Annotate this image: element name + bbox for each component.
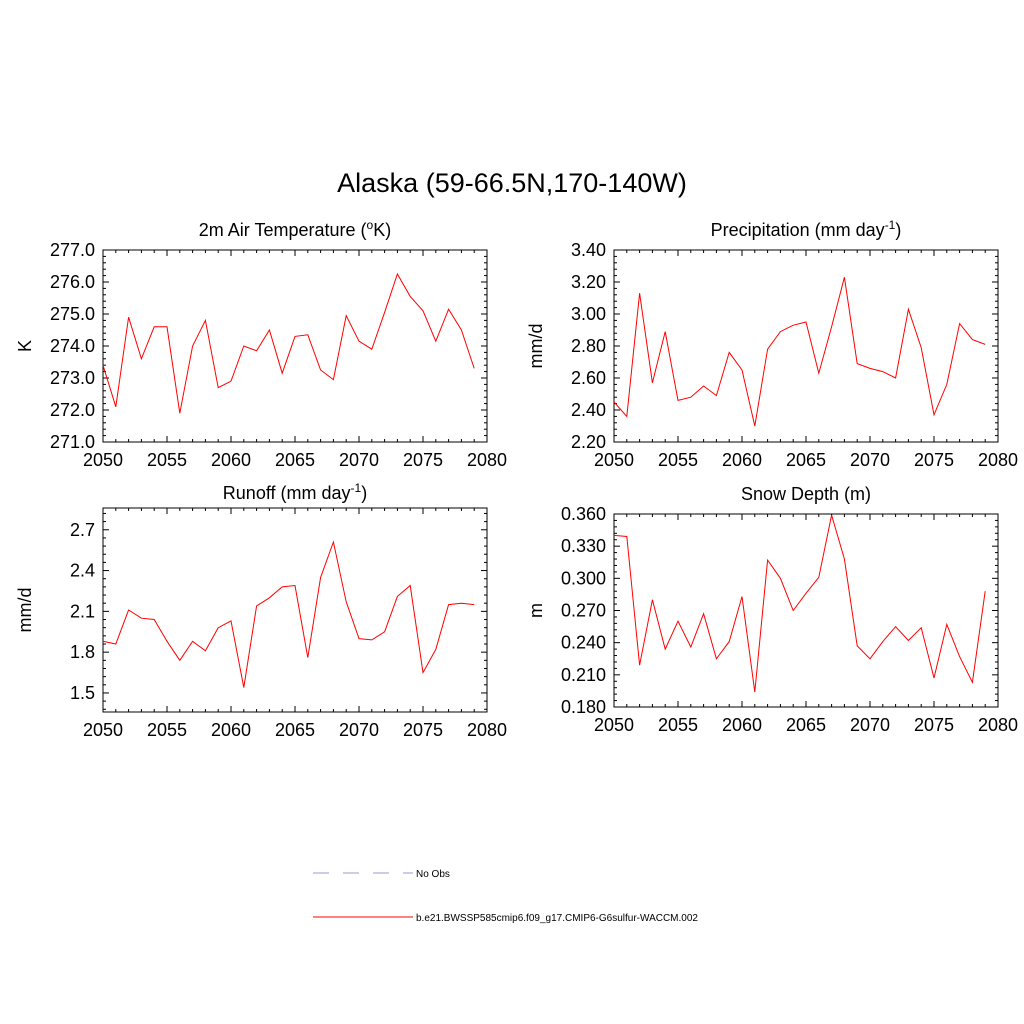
y-tick-label: 0.270 — [561, 601, 606, 621]
panel-title-tail: ) — [895, 220, 901, 240]
panel-title: Snow Depth (m) — [741, 484, 871, 504]
y-tick-label: 273.0 — [50, 368, 95, 388]
legend-label-model: b.e21.BWSSP585cmip6.f09_g17.CMIP6-G6sulf… — [416, 913, 698, 924]
panel-title: 2m Air Temperature (oK) — [199, 218, 391, 240]
y-tick-label: 277.0 — [50, 240, 95, 260]
panel-title-tail: ) — [361, 483, 367, 503]
y-tick-label: 3.20 — [571, 272, 606, 292]
x-tick-label: 2080 — [467, 450, 507, 470]
panel-title: Precipitation (mm day-1) — [711, 218, 902, 240]
panel-title-superscript: o — [367, 218, 374, 232]
x-tick-label: 2065 — [275, 720, 315, 740]
y-tick-label: 0.210 — [561, 665, 606, 685]
y-tick-label: 3.00 — [571, 304, 606, 324]
plot-frame — [102, 249, 488, 443]
x-tick-label: 2055 — [147, 720, 187, 740]
y-tick-label: 0.330 — [561, 536, 606, 556]
x-tick-label: 2055 — [658, 715, 698, 735]
plot-frame — [613, 513, 999, 708]
y-tick-label: 1.5 — [70, 683, 95, 703]
y-tick-label: 3.40 — [571, 240, 606, 260]
y-tick-label: 2.20 — [571, 432, 606, 452]
panel-title-tail: K) — [373, 220, 391, 240]
panel-air-temperature: 2m Air Temperature (oK) 2050 2055 2060 2065 2… — [15, 218, 507, 470]
series-line — [613, 277, 986, 427]
plot-frame — [613, 249, 999, 443]
x-tick-label: 2060 — [211, 720, 251, 740]
panel-precipitation: Precipitation (mm day-1) 2050 2055 2060 2065… — [526, 218, 1018, 470]
x-tick-label: 2070 — [339, 450, 379, 470]
x-tick-label: 2075 — [403, 450, 443, 470]
y-tick-label: 276.0 — [50, 272, 95, 292]
y-tick-label: 0.180 — [561, 697, 606, 717]
x-tick-label: 2060 — [722, 715, 762, 735]
x-tick-label: 2050 — [594, 715, 634, 735]
x-tick-label: 2080 — [978, 715, 1018, 735]
y-tick-label: 2.40 — [571, 400, 606, 420]
x-tick-label: 2050 — [83, 720, 123, 740]
y-tick-label: 275.0 — [50, 304, 95, 324]
panel-title-superscript: -1 — [885, 218, 896, 232]
x-tick-label: 2055 — [147, 450, 187, 470]
x-tick-label: 2050 — [83, 450, 123, 470]
panel-snow-depth: Snow Depth (m) 2050 2055 2060 2065 2070 2075 20… — [526, 484, 1018, 735]
x-tick-label: 2075 — [914, 715, 954, 735]
x-tick-label: 2075 — [403, 720, 443, 740]
y-tick-label: 0.360 — [561, 504, 606, 524]
series-line — [102, 272, 475, 414]
figure-title: Alaska (59-66.5N,170-140W) — [337, 168, 687, 198]
y-tick-label: 2.7 — [70, 520, 95, 540]
y-tick-label: 0.300 — [561, 568, 606, 588]
x-tick-label: 2055 — [658, 450, 698, 470]
plot-frame — [102, 507, 488, 713]
x-tick-label: 2070 — [339, 720, 379, 740]
panel-runoff: Runoff (mm day-1) 2050 2055 2060 2065 2070 207… — [15, 481, 507, 740]
x-tick-label: 2050 — [594, 450, 634, 470]
panel-title-text: Precipitation (mm day — [711, 220, 885, 240]
panel-title-text: 2m Air Temperature ( — [199, 220, 367, 240]
y-tick-label: 2.4 — [70, 561, 95, 581]
y-axis-label: K — [15, 340, 35, 352]
x-tick-label: 2060 — [722, 450, 762, 470]
series-line — [613, 514, 986, 693]
legend-label-no-obs: No Obs — [416, 869, 450, 880]
x-tick-label: 2080 — [978, 450, 1018, 470]
y-tick-label: 2.60 — [571, 368, 606, 388]
x-tick-label: 2075 — [914, 450, 954, 470]
y-axis-label: m — [526, 603, 546, 618]
x-tick-label: 2060 — [211, 450, 251, 470]
y-tick-label: 1.8 — [70, 642, 95, 662]
y-tick-label: 2.1 — [70, 601, 95, 621]
x-tick-label: 2070 — [850, 715, 890, 735]
y-tick-label: 274.0 — [50, 336, 95, 356]
x-tick-label: 2065 — [275, 450, 315, 470]
panel-title-superscript: -1 — [351, 481, 362, 495]
panel-title-text: Snow Depth (m) — [741, 484, 871, 504]
panel-title: Runoff (mm day-1) — [223, 481, 367, 503]
x-tick-label: 2080 — [467, 720, 507, 740]
y-tick-label: 2.80 — [571, 336, 606, 356]
panel-title-text: Runoff (mm day — [223, 483, 351, 503]
y-tick-label: 271.0 — [50, 432, 95, 452]
x-tick-label: 2070 — [850, 450, 890, 470]
y-tick-label: 272.0 — [50, 400, 95, 420]
y-axis-label: mm/d — [526, 324, 546, 369]
x-tick-label: 2065 — [786, 715, 826, 735]
legend: No Obs b.e21.BWSSP585cmip6.f09_g17.CMIP6-… — [313, 869, 698, 924]
x-tick-label: 2065 — [786, 450, 826, 470]
y-axis-label: mm/d — [15, 588, 35, 633]
y-tick-label: 0.240 — [561, 633, 606, 653]
series-line — [102, 540, 475, 688]
